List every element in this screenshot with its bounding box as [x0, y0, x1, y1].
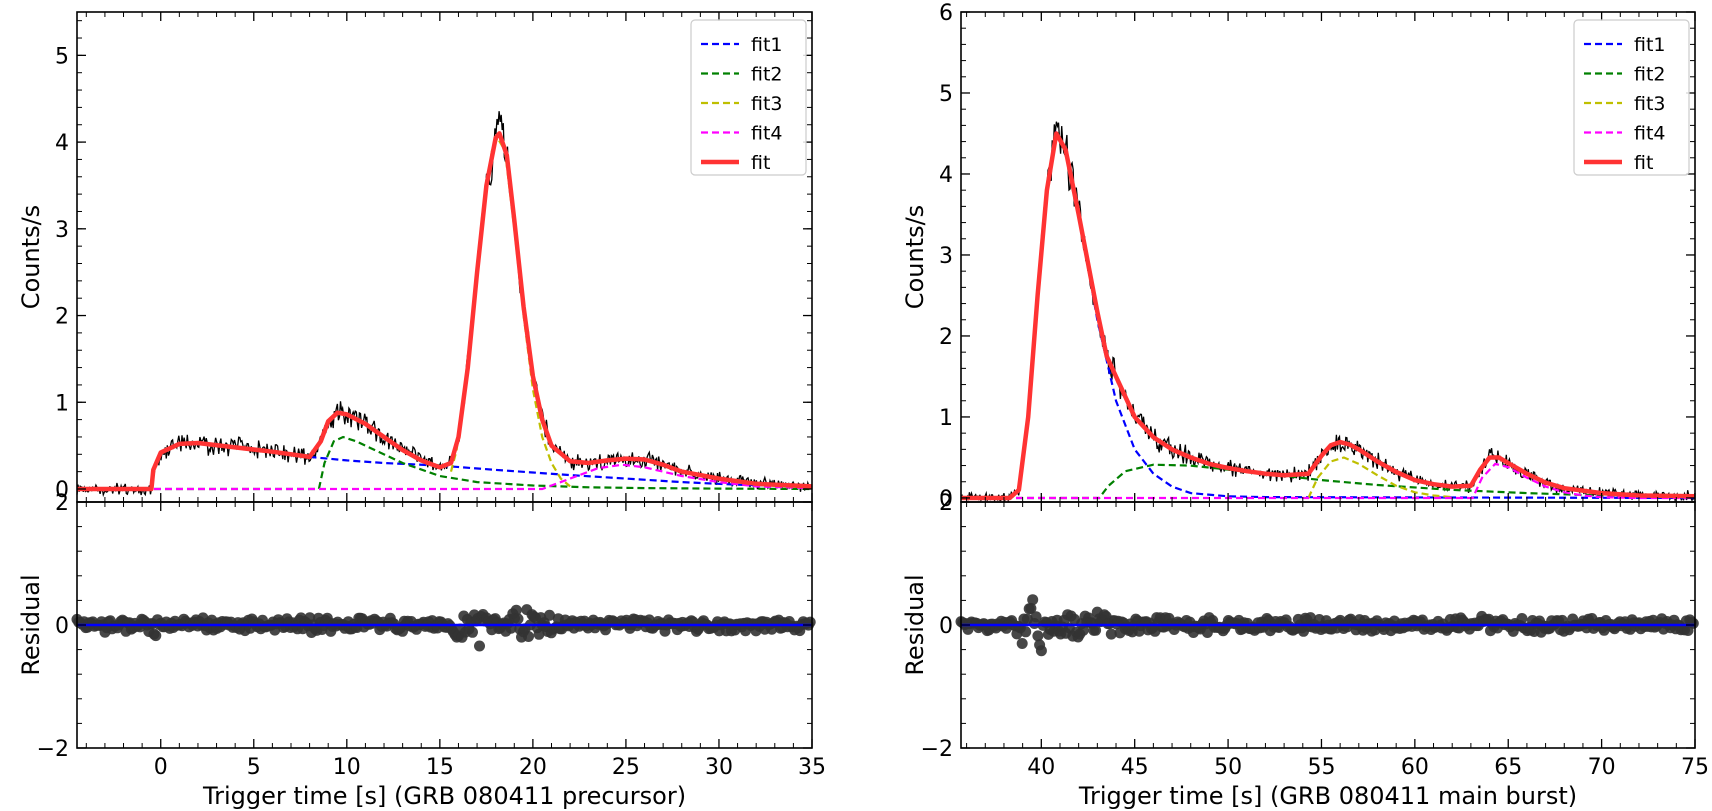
y-tick-label: 6	[939, 1, 953, 26]
y-tick-label: 0	[939, 614, 953, 639]
residual-point	[1027, 594, 1039, 606]
legend-label-fit4: fit4	[1634, 123, 1666, 145]
residual-points	[955, 594, 1699, 657]
series-fit4	[961, 462, 1695, 500]
legend-label-fit2: fit2	[751, 64, 783, 86]
y-axis-label-top: Counts/s	[901, 205, 929, 309]
series-fit	[77, 131, 813, 492]
legend-label-fit4: fit4	[751, 123, 783, 145]
residual-point	[1077, 624, 1089, 636]
residual-point	[512, 613, 524, 625]
x-tick-label: 35	[798, 755, 826, 780]
y-tick-label: 5	[55, 44, 69, 69]
residual-point	[467, 626, 478, 638]
y-tick-label: 4	[939, 163, 953, 188]
y-tick-label: 4	[55, 131, 69, 156]
y-tick-label: 2	[55, 305, 69, 330]
legend-label-fit1: fit1	[751, 34, 783, 56]
residual-point	[1105, 628, 1117, 640]
y-tick-label: 0	[939, 487, 953, 512]
series-fit2	[77, 435, 813, 491]
legend-label-fit: fit	[1634, 152, 1653, 174]
x-tick-label: 20	[519, 755, 547, 780]
residual-point	[1025, 602, 1037, 614]
x-tick-label: 10	[333, 755, 361, 780]
x-axis-label: Trigger time [s] (GRB 080411 main burst)	[1078, 782, 1577, 810]
residual-point	[1020, 626, 1032, 638]
y-tick-label: 3	[55, 218, 69, 243]
residual-point	[533, 628, 545, 640]
x-tick-label: 60	[1401, 755, 1429, 780]
x-tick-label: 70	[1588, 755, 1616, 780]
x-tick-label: 45	[1121, 755, 1149, 780]
x-tick-label: 30	[705, 755, 733, 780]
legend-label-fit: fit	[751, 152, 770, 174]
x-tick-label: 65	[1494, 755, 1522, 780]
x-tick-label: 5	[247, 755, 261, 780]
data-light-curve	[76, 111, 813, 498]
residual-point	[1016, 638, 1028, 649]
series-fit4	[77, 463, 813, 491]
y-axis-label-bottom: Residual	[901, 574, 929, 675]
x-tick-label: 25	[612, 755, 640, 780]
residual-point	[544, 609, 555, 621]
x-axis-label: Trigger time [s] (GRB 080411 precursor)	[202, 782, 686, 810]
y-tick-label: 5	[939, 82, 953, 107]
y-tick-label: 2	[939, 325, 953, 350]
residual-point	[1030, 611, 1042, 623]
series-fit3	[1307, 456, 1453, 499]
x-tick-label: 15	[426, 755, 454, 780]
x-tick-label: 0	[154, 755, 168, 780]
x-tick-label: 75	[1681, 755, 1709, 780]
y-tick-label: 3	[939, 244, 953, 269]
residual-point	[1035, 645, 1047, 657]
y-tick-label: 2	[55, 491, 69, 516]
legend-label-fit2: fit2	[1634, 64, 1666, 86]
residual-point	[523, 631, 534, 642]
y-axis-label-bottom: Residual	[17, 574, 45, 675]
residual-point	[474, 640, 485, 652]
y-tick-label: 1	[939, 406, 953, 431]
legend-label-fit1: fit1	[1634, 34, 1666, 56]
residual-point	[1516, 613, 1528, 624]
y-tick-label: 0	[55, 614, 69, 639]
y-axis-label-top: Counts/s	[17, 205, 45, 309]
legend-box	[1573, 19, 1690, 176]
y-tick-label: −2	[921, 737, 953, 762]
residual-point	[1032, 630, 1044, 642]
legend-label-fit3: fit3	[751, 93, 783, 115]
x-tick-label: 40	[1027, 755, 1055, 780]
y-tick-label: 1	[55, 391, 69, 416]
x-tick-label: 55	[1307, 755, 1335, 780]
residual-point	[1687, 617, 1699, 629]
series-fit	[961, 131, 1696, 501]
residual-point	[1090, 624, 1102, 636]
residual-point	[150, 630, 162, 642]
x-tick-label: 50	[1214, 755, 1242, 780]
y-tick-label: −2	[37, 737, 69, 762]
y-tick-label: 0	[55, 478, 69, 503]
legend-label-fit3: fit3	[1634, 93, 1666, 115]
residual-points	[71, 604, 816, 652]
y-tick-label: 2	[939, 491, 953, 516]
residual-point	[510, 604, 522, 616]
legend-box	[690, 19, 807, 176]
